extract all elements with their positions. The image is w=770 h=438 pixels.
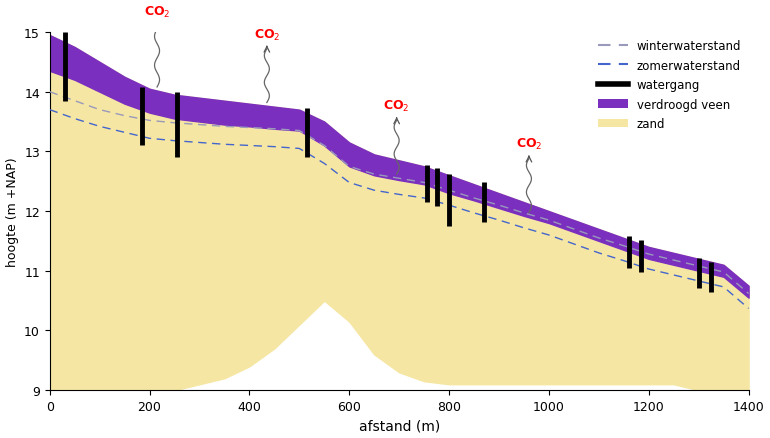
Text: CO$_2$: CO$_2$: [253, 28, 280, 42]
Legend: winterwaterstand, zomerwaterstand, watergang, verdroogd veen, zand: winterwaterstand, zomerwaterstand, water…: [594, 35, 746, 135]
X-axis label: afstand (m): afstand (m): [359, 418, 440, 432]
Y-axis label: hoogte (m +NAP): hoogte (m +NAP): [5, 157, 18, 266]
Text: CO$_2$: CO$_2$: [516, 137, 542, 152]
Text: CO$_2$: CO$_2$: [383, 99, 410, 114]
Text: CO$_2$: CO$_2$: [144, 5, 170, 20]
